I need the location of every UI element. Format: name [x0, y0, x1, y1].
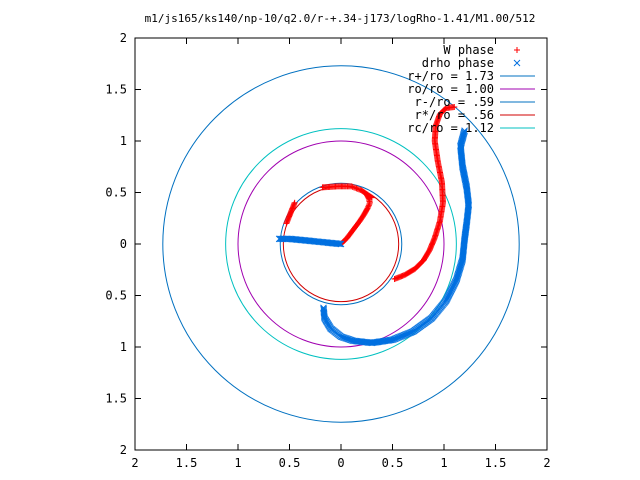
drho-phase-point — [457, 262, 465, 269]
y-tick-label: 0.5 — [105, 186, 127, 200]
w-phase-point — [365, 202, 372, 209]
drho-phase-point — [456, 265, 463, 273]
legend-label-w-phase: W phase — [443, 43, 494, 57]
w-phase-point — [364, 192, 371, 199]
x-tick-label: 0.5 — [382, 456, 404, 470]
x-tick-label: 1 — [234, 456, 241, 470]
w-phase-point — [353, 185, 360, 192]
w-phase-point — [365, 203, 372, 210]
legend-marker-drho-phase — [513, 59, 521, 67]
drho-phase-point — [458, 259, 465, 267]
w-phase-point — [348, 228, 355, 235]
drho-phase-point — [457, 260, 465, 268]
drho-phase-point — [453, 274, 461, 281]
w-phase-point — [347, 183, 354, 190]
x-tick-label: 0.5 — [279, 456, 301, 470]
w-phase-point — [354, 220, 361, 227]
legend-label-r-ro-59: r-/ro = .59 — [415, 95, 494, 109]
reference-circles — [162, 65, 520, 423]
drho-phase-point — [336, 240, 344, 248]
y-tick-label: 1.5 — [105, 392, 127, 406]
drho-phase-point — [455, 267, 463, 274]
w-phase-point — [350, 184, 357, 191]
drho-phase-point — [408, 328, 416, 336]
drho-phase-point — [455, 268, 463, 275]
w-phase-point — [349, 183, 356, 190]
w-phase-point — [342, 236, 349, 243]
x-tick-label: 0 — [337, 456, 344, 470]
w-phase-point — [356, 186, 363, 193]
legend-label-r-ro-56: r*/ro = .56 — [415, 108, 494, 122]
drho-phase-point — [456, 264, 464, 272]
drho-phase-point — [460, 130, 468, 138]
circle-ro-ro-1-00 — [237, 140, 445, 348]
legend-label-drho-phase: drho phase — [422, 56, 494, 70]
drho-phase-point — [282, 235, 289, 243]
y-tick-label: 0 — [120, 237, 127, 251]
axis-ticks: 2 1.5 1 0.5 0 0.5 1 1.5 221.510.500.511.52 — [105, 31, 550, 470]
drho-phase-point — [457, 146, 465, 154]
legend-label-rc-ro-1-12: rc/ro = 1.12 — [407, 121, 494, 135]
y-tick-label: 1 — [120, 134, 127, 148]
circle-r-ro-59 — [279, 182, 403, 306]
drho-phase-point — [335, 240, 342, 248]
w-phase-point — [364, 193, 371, 200]
y-tick-label: 2 — [120, 31, 127, 45]
drho-phase-point — [460, 128, 468, 136]
circle-rc-ro-1-12 — [225, 128, 457, 360]
drho-phase-point — [333, 240, 341, 247]
y-tick-label: 1 — [120, 340, 127, 354]
drho-phase-point — [454, 270, 462, 278]
y-tick-label: 2 — [120, 443, 127, 457]
x-tick-label: 1.5 — [485, 456, 507, 470]
legend-label-ro-ro-1-00: ro/ro = 1.00 — [407, 82, 494, 96]
drho-phase-point — [453, 275, 461, 283]
w-phase-point — [450, 104, 457, 111]
y-tick-label: 0.5 — [105, 289, 127, 303]
drho-phase-point — [460, 129, 468, 137]
w-phase-point — [352, 184, 359, 191]
chart-title: m1/js165/ks140/np-10/q2.0/r-+.34-j173/lo… — [145, 12, 536, 25]
x-tick-label: 2 — [543, 456, 550, 470]
w-phase-point — [425, 249, 432, 256]
w-phase-point — [354, 185, 361, 192]
data-points — [275, 104, 473, 347]
x-tick-label: 1.5 — [176, 456, 198, 470]
circle-r-ro-1-73 — [162, 65, 520, 423]
w-phase-point — [363, 207, 370, 214]
legend-label-r-ro-1-73: r+/ro = 1.73 — [407, 69, 494, 83]
drho-phase-point — [455, 269, 462, 277]
w-phase-point — [291, 200, 298, 207]
y-tick-label: 1.5 — [105, 83, 127, 97]
w-phase-point — [359, 214, 366, 221]
x-tick-label: 1 — [440, 456, 447, 470]
drho-phase-point — [454, 271, 462, 279]
drho-phase-point — [454, 273, 461, 280]
drho-phase-point — [457, 263, 464, 271]
legend-marker-w-phase — [514, 47, 520, 53]
x-tick-label: 2 — [131, 456, 138, 470]
drho-phase-point — [321, 313, 328, 321]
drho-phase-point — [452, 277, 460, 285]
